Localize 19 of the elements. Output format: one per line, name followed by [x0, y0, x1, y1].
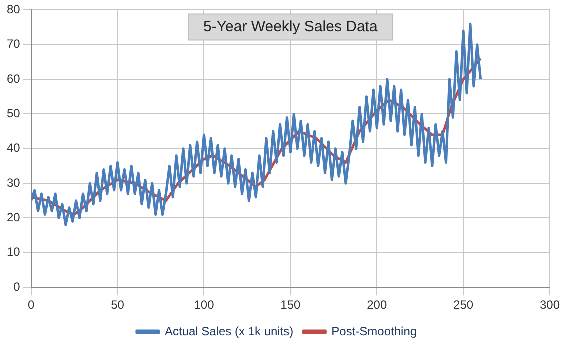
y-tick-label: 60 — [6, 72, 21, 86]
x-tick-label: 0 — [28, 298, 36, 312]
text: 5-Year Weekly Sales Data — [204, 18, 378, 36]
x-tick-label: 250 — [454, 298, 474, 312]
legend-label: Post-Smoothing — [332, 324, 418, 338]
x-tick-label: 100 — [194, 298, 215, 312]
y-tick-label: 80 — [6, 2, 21, 17]
y-tick-label: 40 — [6, 141, 21, 156]
x-tick-label: 300 — [540, 298, 560, 312]
y-tick-label: 70 — [6, 37, 21, 52]
x-tick-label: 50 — [111, 298, 125, 312]
x-tick-label: 150 — [280, 298, 302, 312]
y-tick-label: 20 — [6, 210, 21, 225]
y-tick-label: 50 — [6, 106, 21, 121]
legend-label: Actual Sales (x 1k units) — [164, 324, 294, 338]
x-tick-label: 200 — [367, 298, 388, 312]
y-tick-label: 30 — [6, 176, 21, 190]
y-tick-label: 0 — [14, 280, 21, 294]
y-tick-label: 10 — [6, 245, 21, 260]
